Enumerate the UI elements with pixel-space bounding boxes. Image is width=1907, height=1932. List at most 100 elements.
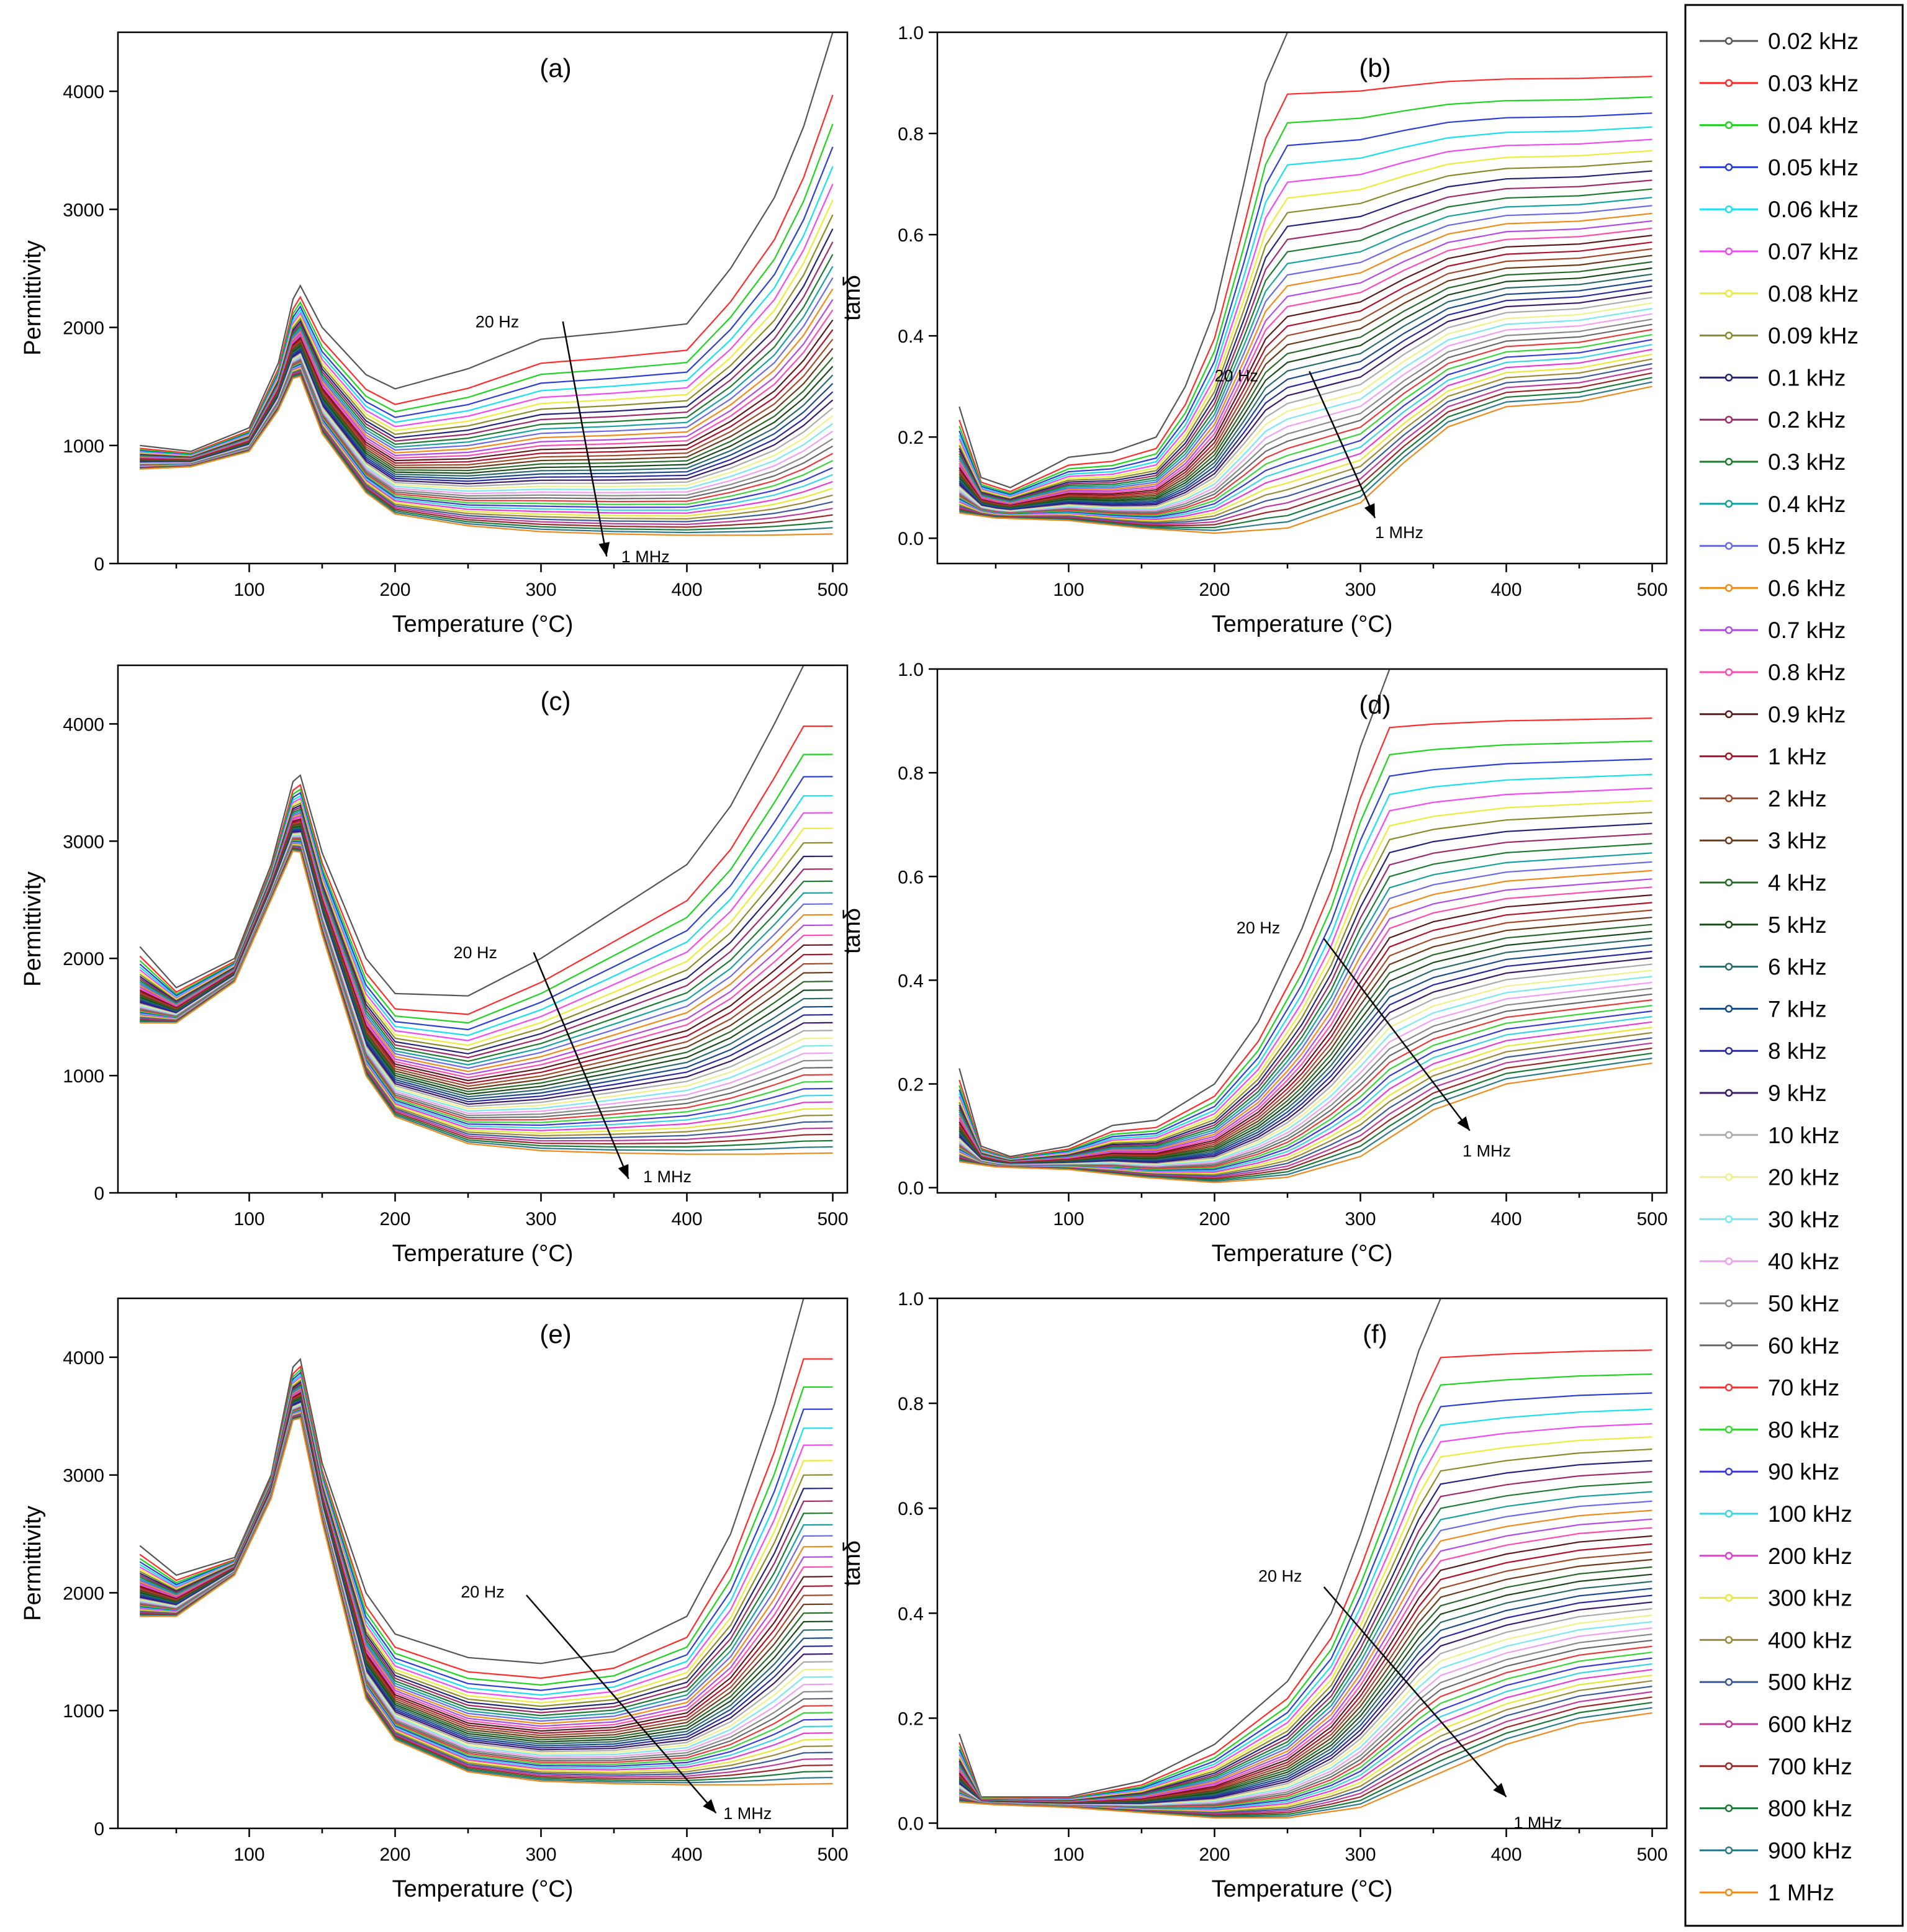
legend-label: 30 kHz [1768,1206,1839,1232]
legend-swatch-marker [1724,121,1733,129]
legend-label: 60 kHz [1768,1333,1839,1359]
x-tick-label: 400 [671,1209,702,1229]
series-line-9-kHz [140,351,834,485]
frequency-arrow-head [1364,503,1375,518]
legend-item: 900 kHz [1700,1838,1852,1863]
legend-item: 30 kHz [1700,1206,1839,1232]
legend-swatch-marker [1724,878,1733,887]
x-tick-label: 300 [525,580,556,600]
arrow-start-label: 20 Hz [461,1583,505,1601]
x-tick-label: 500 [1636,580,1667,600]
panel-label: (a) [539,53,571,83]
series-line-0-02-kHz [958,1298,1652,1798]
series-group [958,669,1652,1184]
series-group [140,32,834,536]
x-tick-label: 100 [1053,1209,1084,1229]
series-line-0-6-kHz [958,869,1652,1163]
y-tick-label: 3000 [63,1466,104,1486]
series-line-0-8-kHz [958,227,1652,506]
series-line-100-kHz [958,344,1652,519]
legend-swatch-marker [1724,1383,1733,1391]
x-tick-label: 200 [1199,1844,1230,1865]
legend-item: 200 kHz [1700,1543,1852,1569]
series-line-800-kHz [140,848,833,1148]
series-line-0-06-kHz [958,773,1652,1161]
legend-label: 0.9 kHz [1768,702,1846,727]
series-line-0-1-kHz [958,822,1652,1162]
series-line-200-kHz [958,348,1652,521]
series-line-800-kHz [959,377,1652,529]
legend-item: 4 kHz [1700,870,1827,896]
series-line-9-kHz [958,291,1652,511]
series-line-0-9-kHz [958,894,1652,1164]
x-tick-label: 300 [1345,580,1376,600]
series-line-2-kHz [958,1551,1652,1804]
legend-item: 0.06 kHz [1700,197,1859,222]
legend-label: 700 kHz [1768,1754,1852,1779]
panel-label: (d) [1359,690,1391,719]
legend-item: 8 kHz [1700,1038,1827,1064]
legend-label: 1 MHz [1768,1880,1834,1905]
series-line-60-kHz [958,323,1652,514]
y-tick-label: 0.2 [898,1709,924,1729]
series-line-1-MHz [140,1417,833,1786]
x-tick-label: 500 [817,1209,848,1229]
legend-item: 0.02 kHz [1700,29,1859,54]
arrow-end-label: 1 MHz [1375,523,1423,542]
chart-panel-e: 100 200 300 400 500 0 1000 2000 3000 4000 Temperat… [20,1297,849,1902]
legend-label: 7 kHz [1768,996,1827,1022]
chart-panel-b: 100 200 300 400 500 0.0 0.2 0.4 0.6 0.8 1.0 Tempera… [839,23,1668,637]
legend-label: 0.2 kHz [1768,407,1846,433]
frequency-arrow-head [1493,1782,1507,1797]
legend-label: 0.03 kHz [1768,71,1859,96]
x-tick-label: 500 [817,580,848,600]
series-line-600-kHz [140,847,833,1142]
series-line-7-kHz [139,828,833,1100]
x-tick-label: 400 [671,580,702,600]
x-tick-label: 400 [1490,580,1522,600]
plot-frame [117,664,849,1194]
legend-swatch-marker [1724,289,1733,298]
series-line-8-kHz [140,349,834,482]
series-line-7-kHz [958,279,1652,510]
series-line-0-04-kHz [139,753,833,1024]
series-line-1-kHz [139,1393,833,1734]
x-tick-label: 500 [1636,1209,1667,1229]
series-line-0-08-kHz [958,800,1652,1161]
y-tick-label: 1000 [63,1701,104,1722]
series-line-500-kHz [958,362,1652,524]
series-line-2-kHz [958,248,1652,508]
y-tick-label: 0.2 [898,428,924,448]
series-line-10-kHz [140,1402,833,1753]
legend-swatch-marker [1724,584,1733,592]
legend-swatch-marker [1724,1089,1733,1097]
legend-item: 100 kHz [1700,1501,1852,1527]
legend-label: 300 kHz [1768,1586,1852,1611]
legend-label: 0.1 kHz [1768,365,1846,390]
legend-label: 0.7 kHz [1768,618,1846,643]
y-tick-label: 1.0 [898,1289,924,1310]
x-tick-label: 300 [1345,1209,1376,1229]
legend-label: 900 kHz [1768,1838,1852,1863]
legend-label: 0.04 kHz [1768,113,1859,138]
series-group [139,1298,833,1786]
series-line-0-09-kHz [140,214,834,458]
frequency-arrow [1323,938,1471,1131]
series-line-0-02-kHz [140,32,834,452]
legend-label: 100 kHz [1768,1501,1852,1527]
series-line-8-kHz [958,285,1652,511]
legend-swatch-marker [1724,1215,1733,1223]
x-tick-label: 100 [233,580,264,600]
y-tick-label: 0.4 [898,326,924,347]
legend-swatch-marker [1724,1678,1733,1686]
series-line-30-kHz [958,308,1652,513]
legend-swatch-marker [1724,1005,1733,1013]
x-axis-title: Temperature (°C) [1212,1876,1393,1902]
legend-label: 90 kHz [1768,1459,1839,1485]
legend-label: 0.08 kHz [1768,281,1859,307]
series-line-0-08-kHz [139,799,833,1046]
legend-label: 0.6 kHz [1768,575,1846,601]
frequency-arrow [526,1594,717,1814]
series-line-300-kHz [958,353,1652,522]
series-line-1-MHz [140,850,833,1155]
